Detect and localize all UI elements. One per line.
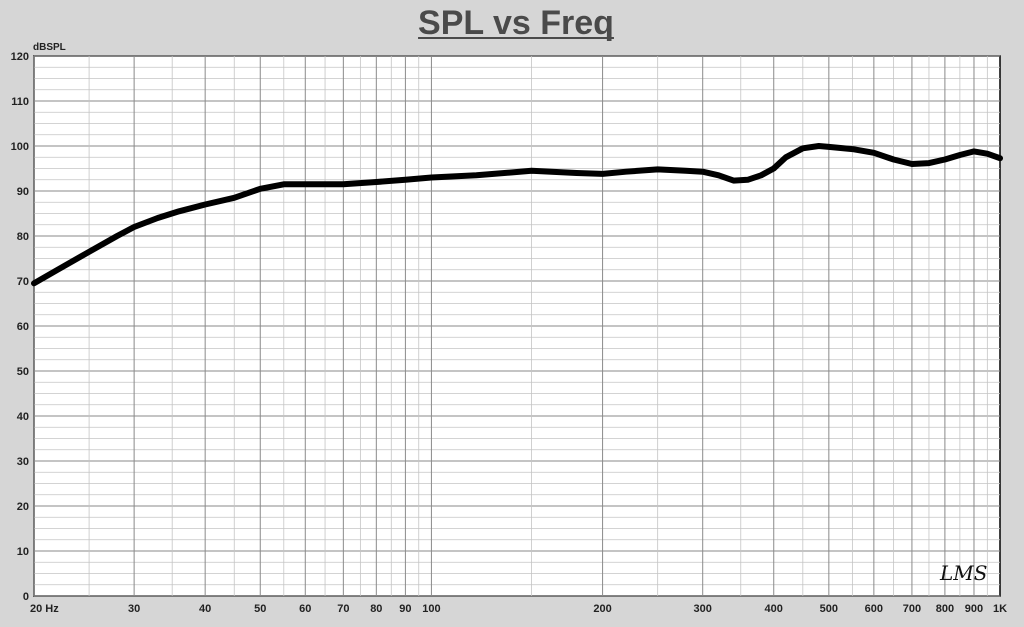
x-tick-label: 100 <box>422 603 440 615</box>
x-tick-label: 80 <box>370 603 382 615</box>
x-tick-label: 40 <box>199 603 211 615</box>
x-tick-label: 20 Hz <box>30 603 59 615</box>
y-axis-ticks: 0 10 20 30 40 50 60 70 80 90 100 110 120 <box>11 51 29 603</box>
y-tick-label: 100 <box>11 141 29 153</box>
x-tick-label: 70 <box>337 603 349 615</box>
y-tick-label: 20 <box>17 501 29 513</box>
x-tick-label: 400 <box>765 603 783 615</box>
x-tick-label: 500 <box>820 603 838 615</box>
x-tick-label: 60 <box>299 603 311 615</box>
y-tick-label: 80 <box>17 231 29 243</box>
y-tick-label: 70 <box>17 276 29 288</box>
y-tick-label: 10 <box>17 546 29 558</box>
y-tick-label: 60 <box>17 321 29 333</box>
y-tick-label: 30 <box>17 456 29 468</box>
x-tick-label: 900 <box>965 603 983 615</box>
x-tick-label: 50 <box>254 603 266 615</box>
lms-watermark: LMS <box>939 561 987 585</box>
chart-title: SPL vs Freq <box>418 4 614 42</box>
x-tick-label: 30 <box>128 603 140 615</box>
x-tick-label: 700 <box>903 603 921 615</box>
x-axis-ticks: 20 Hz 30 40 50 60 70 80 90 100 200 300 400 500 600 700… <box>30 603 1007 615</box>
grid <box>33 55 1000 597</box>
y-tick-label: 120 <box>11 51 29 63</box>
spl-series-line <box>31 143 1003 287</box>
x-tick-label: 1K <box>993 603 1007 615</box>
series-layer <box>31 143 1003 287</box>
x-tick-label: 600 <box>865 603 883 615</box>
x-tick-label: 300 <box>694 603 712 615</box>
y-tick-label: 90 <box>17 186 29 198</box>
y-tick-label: 50 <box>17 366 29 378</box>
x-tick-label: 800 <box>936 603 954 615</box>
y-tick-label: 40 <box>17 411 29 423</box>
x-tick-label: 200 <box>593 603 611 615</box>
y-tick-label: 0 <box>23 591 29 603</box>
y-axis-unit: dBSPL <box>33 42 66 53</box>
x-tick-label: 90 <box>399 603 411 615</box>
y-tick-label: 110 <box>11 96 29 108</box>
